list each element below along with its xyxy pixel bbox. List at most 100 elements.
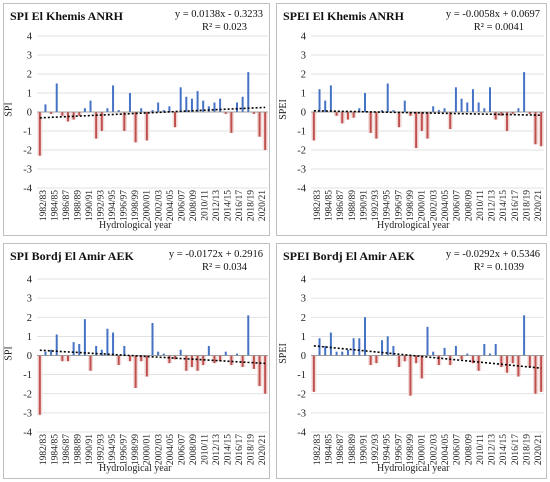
x-tick-label: 2002/03 xyxy=(429,190,439,221)
x-tick-label: 2004/05 xyxy=(441,434,451,465)
x-tick-label: 2012/13 xyxy=(212,434,222,465)
x-tick-label: 1986/87 xyxy=(336,434,346,465)
x-tick-label: 1988/89 xyxy=(73,190,83,221)
y-axis-label: SPEI xyxy=(277,99,289,120)
y-tick-label: -2 xyxy=(297,146,306,157)
y-tick-label: 4 xyxy=(301,32,307,43)
y-tick-label: 3 xyxy=(27,51,32,62)
x-tick-label: 2008/09 xyxy=(189,190,199,221)
chart-plot-area: -4 -3 -2 -1 0 1 2 3 4 1982/83 1984/85 1986/87 1988/8… xyxy=(297,32,544,222)
y-tick-label: -4 xyxy=(23,428,32,439)
x-tick-label: 1990/91 xyxy=(359,434,369,465)
y-tick-label: 0 xyxy=(27,351,32,362)
x-tick-label: 2012/13 xyxy=(488,190,498,221)
x-tick-label: 2000/01 xyxy=(143,434,153,465)
x-tick-label: 1998/99 xyxy=(406,190,416,221)
y-tick-label: 2 xyxy=(301,313,306,324)
x-tick-label: 1984/85 xyxy=(50,190,60,221)
x-tick-label: 2018/19 xyxy=(247,190,257,221)
x-tick-label: 1984/85 xyxy=(50,434,60,465)
x-tick-label: 2002/03 xyxy=(154,190,164,221)
y-tick-label: -1 xyxy=(23,370,32,381)
x-tick-label: 1996/97 xyxy=(394,190,404,221)
x-axis-label: Hydrological year xyxy=(99,220,172,231)
y-tick-label: 3 xyxy=(301,51,306,62)
y-tick-label: 1 xyxy=(301,89,306,100)
y-tick-label: -3 xyxy=(23,165,32,176)
x-tick-label: 1992/93 xyxy=(371,434,381,465)
x-tick-label: 1994/95 xyxy=(383,434,393,465)
chart-plot-area: -4 -3 -2 -1 0 1 2 3 4 1982/83 1984/85 1986/87 1988/8… xyxy=(23,275,268,466)
x-tick-label: 1994/95 xyxy=(108,190,118,221)
y-tick-label: 4 xyxy=(27,32,33,43)
y-tick-label: -1 xyxy=(297,370,306,381)
x-tick-label: 1994/95 xyxy=(383,190,393,221)
x-tick-label: 1982/83 xyxy=(39,190,49,221)
x-tick-label: 1984/85 xyxy=(324,434,334,465)
y-tick-label: 1 xyxy=(27,89,32,100)
x-tick-label: 2004/05 xyxy=(166,434,176,465)
x-tick-label: 2016/17 xyxy=(511,190,521,221)
x-tick-label: 1982/83 xyxy=(313,190,323,221)
y-tick-label: -2 xyxy=(23,146,32,157)
trend-line xyxy=(39,106,266,119)
x-tick-label: 2010/11 xyxy=(200,434,210,465)
y-tick-label: 0 xyxy=(301,351,306,362)
y-tick-label: 1 xyxy=(301,332,306,343)
x-tick-label: 2002/03 xyxy=(429,434,439,465)
x-tick-label: 1998/99 xyxy=(406,434,416,465)
x-axis-label: Hydrological year xyxy=(99,463,172,474)
x-tick-label: 2020/21 xyxy=(258,190,268,221)
y-tick-label: -4 xyxy=(297,184,306,195)
x-tick-label: 1998/99 xyxy=(131,434,141,465)
y-tick-label: 0 xyxy=(301,108,306,119)
y-tick-label: -4 xyxy=(23,184,32,195)
trend-equation: y = -0.0172x + 0.2916 xyxy=(168,249,263,260)
trend-r-squared: R² = 0.1039 xyxy=(473,262,524,273)
x-tick-label: 2016/17 xyxy=(511,434,521,465)
x-tick-label: 1992/93 xyxy=(371,190,381,221)
x-tick-label: 2010/11 xyxy=(200,190,210,221)
chart-panel-spi-bordj-el-amir: -4 -3 -2 -1 0 1 2 3 4 1982/83 1984/85 1986/87 1988/8… xyxy=(3,243,270,479)
x-tick-label: 1988/89 xyxy=(73,434,83,465)
x-tick-label: 1992/93 xyxy=(97,434,107,465)
x-axis-label: Hydrological year xyxy=(377,463,450,474)
y-tick-label: -1 xyxy=(297,127,306,138)
trend-line xyxy=(313,109,542,116)
x-tick-label: 2006/07 xyxy=(453,434,463,465)
x-tick-label: 1996/97 xyxy=(394,434,404,465)
y-tick-label: 3 xyxy=(301,294,306,305)
chart-title: SPEI El Khemis ANRH xyxy=(283,9,405,23)
x-tick-label: 1982/83 xyxy=(39,434,49,465)
x-tick-label: 1982/83 xyxy=(313,434,323,465)
chart-panel-spei-el-khemis: -4 -3 -2 -1 0 1 2 3 4 1982/83 1984/85 1986/87 1988/8… xyxy=(276,3,547,236)
y-tick-label: 2 xyxy=(27,313,32,324)
chart-plot-area: -4 -3 -2 -1 0 1 2 3 4 1982/83 1984/85 1986/87 1988/8… xyxy=(297,275,544,466)
x-tick-label: 2000/01 xyxy=(418,434,428,465)
y-tick-label: 1 xyxy=(27,332,32,343)
y-axis-label: SPI xyxy=(3,102,15,117)
chart-panel-spei-bordj-el-amir: -4 -3 -2 -1 0 1 2 3 4 1982/83 1984/85 1986/87 1988/8… xyxy=(276,243,547,479)
x-tick-label: 2020/21 xyxy=(534,190,544,221)
y-axis-label: SPI xyxy=(3,346,15,361)
y-tick-label: -2 xyxy=(297,389,306,400)
chart-title: SPEI Bordj El Amir AEK xyxy=(283,249,415,263)
x-tick-label: 2016/17 xyxy=(235,190,245,221)
trend-r-squared: R² = 0.023 xyxy=(202,22,247,33)
y-tick-label: -2 xyxy=(23,389,32,400)
x-tick-label: 2008/09 xyxy=(464,434,474,465)
x-tick-label: 2018/19 xyxy=(523,434,533,465)
x-tick-label: 2020/21 xyxy=(258,434,268,465)
x-tick-label: 2014/15 xyxy=(224,434,234,465)
x-tick-label: 2004/05 xyxy=(166,190,176,221)
x-axis-label: Hydrological year xyxy=(377,220,450,231)
x-tick-label: 1986/87 xyxy=(336,190,346,221)
y-tick-label: -3 xyxy=(23,408,32,419)
x-tick-label: 2000/01 xyxy=(143,190,153,221)
y-tick-label: 2 xyxy=(27,70,32,81)
x-tick-label: 2018/19 xyxy=(247,434,257,465)
y-tick-label: 4 xyxy=(27,275,33,286)
x-tick-label: 1988/89 xyxy=(348,434,358,465)
x-tick-label: 1998/99 xyxy=(131,190,141,221)
x-tick-label: 2008/09 xyxy=(189,434,199,465)
